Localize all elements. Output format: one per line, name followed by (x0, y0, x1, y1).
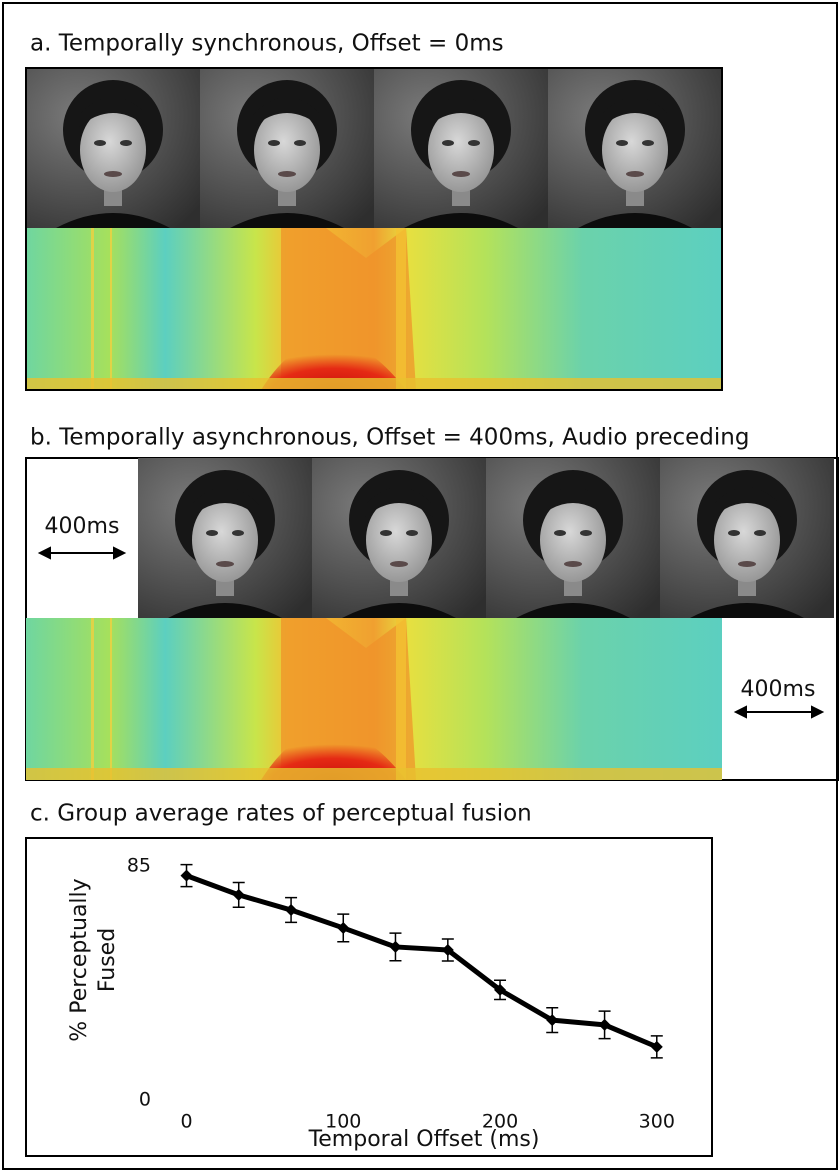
x-tick-label: 100 (325, 1111, 361, 1133)
chart-frame (25, 837, 713, 1157)
data-point (232, 888, 245, 901)
offset-label: 400ms (741, 677, 816, 702)
data-point (598, 1018, 611, 1031)
x-tick-label: 300 (639, 1111, 675, 1133)
data-point (285, 904, 298, 917)
video-frames (138, 458, 834, 618)
data-point (389, 940, 402, 953)
video-frames (26, 68, 722, 228)
data-point (546, 1014, 559, 1027)
offset-label: 400ms (45, 514, 120, 539)
x-axis-label: Temporal Offset (ms) (308, 1127, 540, 1152)
panel-title: c. Group average rates of perceptual fus… (30, 801, 532, 827)
y-tick-label: 85 (127, 855, 151, 877)
panel-title: a. Temporally synchronous, Offset = 0ms (30, 31, 504, 57)
data-point (494, 983, 507, 996)
data-point (650, 1040, 663, 1053)
y-axis-label: % Perceptually (67, 878, 92, 1041)
panel-title: b. Temporally asynchronous, Offset = 400… (30, 425, 749, 451)
offset-arrow (733, 705, 825, 719)
data-line (185, 873, 658, 1050)
y-axis-label: Fused (95, 928, 120, 992)
data-point (441, 943, 454, 956)
spectrogram (26, 618, 722, 780)
y-tick-label: 0 (139, 1089, 151, 1111)
spectrogram (26, 228, 722, 390)
data-point (337, 921, 350, 934)
data-point (180, 869, 193, 882)
x-tick-label: 0 (180, 1111, 192, 1133)
x-tick-label: 200 (482, 1111, 518, 1133)
offset-arrow (37, 546, 127, 560)
panel-frame (25, 67, 723, 391)
